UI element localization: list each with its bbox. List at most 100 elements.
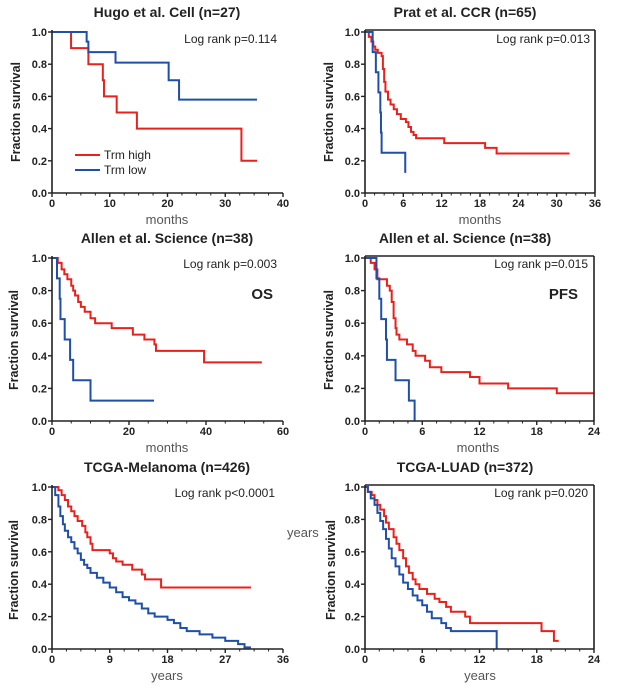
- y-tick-label: 1.0: [345, 482, 360, 494]
- x-tick-label: 36: [589, 198, 601, 210]
- y-tick-label: 0.4: [32, 124, 48, 136]
- y-tick-label: 0.0: [32, 416, 47, 428]
- x-tick-label: 6: [419, 426, 425, 438]
- survival-curve-trm-high: [52, 31, 258, 162]
- x-tick-label: 18: [531, 654, 543, 666]
- y-axis-label: Fraction survival: [7, 520, 21, 620]
- x-axis-label: years: [151, 668, 183, 683]
- y-tick-label: 1.0: [345, 253, 360, 265]
- x-tick-label: 24: [588, 426, 601, 438]
- x-axis-label: months: [457, 440, 500, 455]
- pvalue-label: Log rank p=0.013: [496, 32, 590, 46]
- y-axis-label: Fraction survival: [324, 520, 338, 620]
- plot-area: 0.0 0.2 0.4 0.6 0.8 1.0 0 10 20 30 40: [32, 27, 289, 210]
- panel-allen-os: Allen et al. Science (n=38) Log rank p=0…: [7, 230, 277, 455]
- y-tick-label: 0.6: [32, 318, 47, 330]
- x-tick-label: 24: [588, 654, 601, 666]
- y-tick-label: 0.4: [32, 351, 48, 363]
- survival-curve-trm-low: [365, 31, 407, 173]
- x-tick-label: 12: [473, 426, 485, 438]
- y-tick-label: 0.0: [345, 644, 360, 656]
- x-axis-label: months: [146, 440, 189, 455]
- y-axis-label: Fraction survival: [322, 290, 336, 390]
- plot-area: 0.0 0.2 0.4 0.6 0.8 1.0 0 6 12 18 24 30 36: [345, 27, 601, 210]
- survival-curve-trm-high: [365, 257, 594, 395]
- chart-title: Hugo et al. Cell (n=27): [94, 4, 241, 20]
- pvalue-label: Log rank p=0.020: [494, 486, 588, 500]
- panel-tcga-melanoma: TCGA-Melanoma (n=426) Log rank p<0.0001 …: [7, 459, 275, 683]
- y-tick-label: 0.8: [345, 286, 360, 298]
- y-tick-label: 0.2: [345, 612, 360, 624]
- endpoint-label: PFS: [549, 286, 578, 303]
- y-tick-label: 0.0: [32, 644, 47, 656]
- x-axis-label: months: [459, 212, 502, 227]
- x-tick-label: 36: [277, 654, 289, 666]
- x-tick-label: 0: [49, 426, 55, 438]
- y-axis-label: Fraction survival: [7, 290, 21, 390]
- panel-allen-pfs: Allen et al. Science (n=38) Log rank p=0…: [322, 230, 588, 455]
- y-tick-label: 0.8: [32, 514, 47, 526]
- x-tick-label: 20: [161, 198, 173, 210]
- x-tick-label: 10: [104, 198, 116, 210]
- survival-curve-trm-high: [52, 486, 251, 589]
- x-tick-label: 6: [419, 654, 425, 666]
- y-tick-label: 1.0: [32, 27, 47, 39]
- x-tick-label: 27: [219, 654, 231, 666]
- x-axis-label: years: [464, 668, 496, 683]
- x-tick-label: 12: [473, 654, 485, 666]
- x-tick-label: 0: [362, 426, 368, 438]
- legend-label-high: Trm high: [104, 148, 151, 162]
- plot-area: 0.0 0.2 0.4 0.6 0.8 1.0 0 9 18 27 36: [32, 482, 289, 666]
- y-tick-label: 0.8: [32, 59, 47, 71]
- x-tick-label: 6: [400, 198, 406, 210]
- survival-curve-trm-low: [52, 257, 155, 402]
- chart-title: Allen et al. Science (n=38): [379, 230, 551, 246]
- y-tick-label: 0.2: [345, 156, 360, 168]
- y-tick-label: 0.2: [345, 383, 360, 395]
- legend-label-low: Trm low: [104, 163, 147, 177]
- x-tick-label: 12: [436, 198, 448, 210]
- y-tick-label: 0.6: [32, 91, 47, 103]
- y-tick-label: 0.4: [345, 124, 361, 136]
- y-tick-label: 1.0: [32, 482, 47, 494]
- pvalue-label: Log rank p=0.003: [183, 257, 277, 271]
- plot-area: 0.0 0.2 0.4 0.6 0.8 1.0 0 20 40 60: [32, 253, 289, 438]
- x-tick-label: 40: [200, 426, 212, 438]
- y-tick-label: 0.6: [345, 547, 360, 559]
- x-tick-label: 18: [474, 198, 486, 210]
- survival-curve-trm-high: [365, 486, 559, 642]
- x-tick-label: 0: [362, 198, 368, 210]
- y-tick-label: 1.0: [345, 27, 360, 39]
- chart-title: Allen et al. Science (n=38): [81, 230, 253, 246]
- chart-title: Prat et al. CCR (n=65): [394, 4, 537, 20]
- y-tick-label: 0.6: [345, 318, 360, 330]
- y-axis-label: Fraction survival: [9, 62, 23, 162]
- x-tick-label: 18: [161, 654, 173, 666]
- panel-hugo: Hugo et al. Cell (n=27) Log rank p=0.114…: [9, 4, 277, 227]
- x-tick-label: 18: [531, 426, 543, 438]
- x-tick-label: 40: [277, 198, 289, 210]
- y-tick-label: 0.2: [32, 612, 47, 624]
- x-tick-label: 0: [49, 198, 55, 210]
- x-tick-label: 0: [362, 654, 368, 666]
- survival-curve-trm-high: [52, 257, 262, 364]
- y-tick-label: 0.0: [345, 188, 360, 200]
- y-tick-label: 0.4: [345, 351, 361, 363]
- x-tick-label: 0: [49, 654, 55, 666]
- stray-years-label: years: [287, 525, 319, 540]
- pvalue-label: Log rank p=0.015: [494, 257, 588, 271]
- x-tick-label: 30: [219, 198, 231, 210]
- x-tick-label: 24: [512, 198, 525, 210]
- x-tick-label: 60: [277, 426, 289, 438]
- y-tick-label: 0.8: [345, 514, 360, 526]
- x-tick-label: 9: [107, 654, 113, 666]
- x-tick-label: 20: [123, 426, 135, 438]
- pvalue-label: Log rank p=0.114: [184, 32, 277, 46]
- chart-title: TCGA-Melanoma (n=426): [84, 459, 250, 475]
- y-tick-label: 0.4: [345, 579, 361, 591]
- y-tick-label: 0.8: [32, 286, 47, 298]
- panel-prat: Prat et al. CCR (n=65) Log rank p=0.013 …: [322, 4, 590, 227]
- y-tick-label: 0.2: [32, 383, 47, 395]
- chart-title: TCGA-LUAD (n=372): [397, 459, 534, 475]
